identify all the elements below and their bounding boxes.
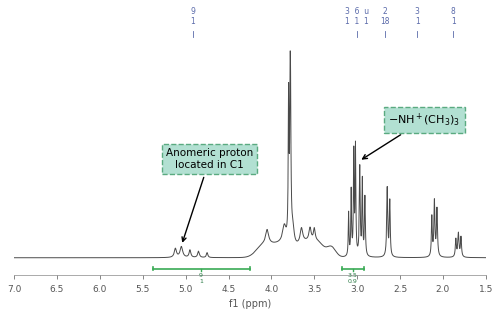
Text: 2
18: 2 18 bbox=[380, 7, 390, 26]
Text: 9
1: 9 1 bbox=[190, 7, 195, 26]
Text: Anomeric proton
located in C1: Anomeric proton located in C1 bbox=[166, 149, 254, 241]
Text: 8
1: 8 1 bbox=[451, 7, 456, 26]
Text: $-\mathrm{NH}^+(\mathrm{CH}_3)_3$: $-\mathrm{NH}^+(\mathrm{CH}_3)_3$ bbox=[362, 112, 460, 159]
X-axis label: f1 (ppm): f1 (ppm) bbox=[229, 299, 271, 309]
Text: 3
1: 3 1 bbox=[415, 7, 420, 26]
Text: 3  6  u
1  1  1: 3 6 u 1 1 1 bbox=[345, 7, 370, 26]
Text: 9
1: 9 1 bbox=[199, 273, 203, 283]
Text: 3.5
0.9: 3.5 0.9 bbox=[348, 273, 358, 283]
